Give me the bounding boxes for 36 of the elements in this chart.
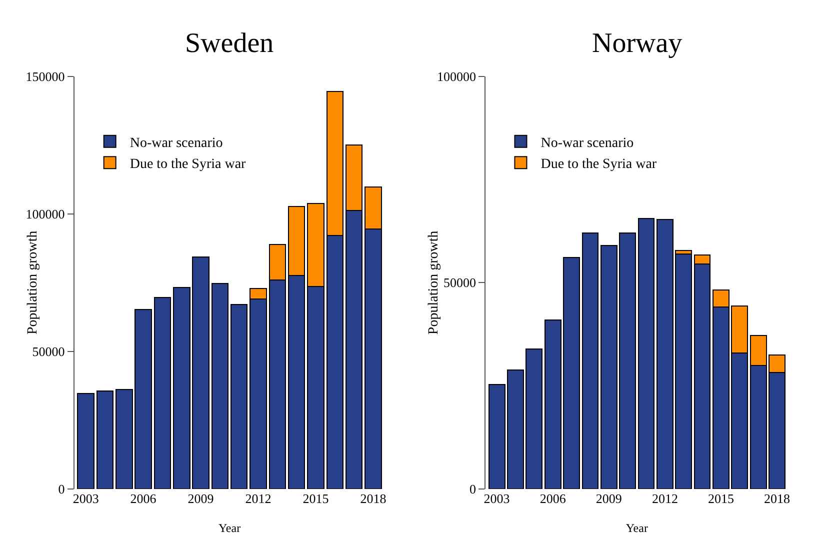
y-tick-label: 150000 xyxy=(26,68,65,84)
bar xyxy=(582,232,599,489)
legend-label: Due to the Syria war xyxy=(540,157,657,172)
chart-title: Sweden xyxy=(185,28,274,59)
x-tick-label: 2006 xyxy=(130,491,157,506)
chart-title: Norway xyxy=(592,28,682,59)
y-tick-label: 50000 xyxy=(32,344,65,359)
x-tick-label: 2015 xyxy=(302,491,329,506)
x-tick-label: 2003 xyxy=(72,491,99,506)
y-tick-label: 0 xyxy=(470,482,476,497)
bar xyxy=(211,282,229,489)
x-tick-label: 2003 xyxy=(484,491,510,506)
y-tick-label: 0 xyxy=(58,482,65,497)
legend-label: No-war scenario xyxy=(540,136,634,151)
x-tick-label: 2006 xyxy=(540,491,566,506)
bar xyxy=(638,218,655,489)
y-tick-label: 50000 xyxy=(444,275,476,290)
legend-label: No-war scenario xyxy=(130,136,223,151)
x-tick-label: 2009 xyxy=(596,491,622,506)
x-tick-label: 2012 xyxy=(652,491,678,506)
x-tick-label: 2018 xyxy=(764,491,790,506)
legend-label: Due to the Syria war xyxy=(130,157,246,172)
x-tick-label: 2012 xyxy=(245,491,272,506)
x-axis-title: Year xyxy=(218,520,241,535)
bar xyxy=(230,304,248,489)
bar xyxy=(96,390,114,489)
y-axis-title: Population growth xyxy=(25,230,40,335)
x-tick-label: 2015 xyxy=(708,491,734,506)
bar xyxy=(77,393,94,489)
y-tick-label: 100000 xyxy=(437,68,476,84)
y-tick-label: 100000 xyxy=(26,206,65,222)
x-tick-label: 2009 xyxy=(188,491,214,506)
bar xyxy=(154,297,172,489)
x-axis-title: Year xyxy=(626,520,648,535)
y-axis-title: Population growth xyxy=(426,230,442,335)
x-tick-label: 2018 xyxy=(360,491,386,506)
